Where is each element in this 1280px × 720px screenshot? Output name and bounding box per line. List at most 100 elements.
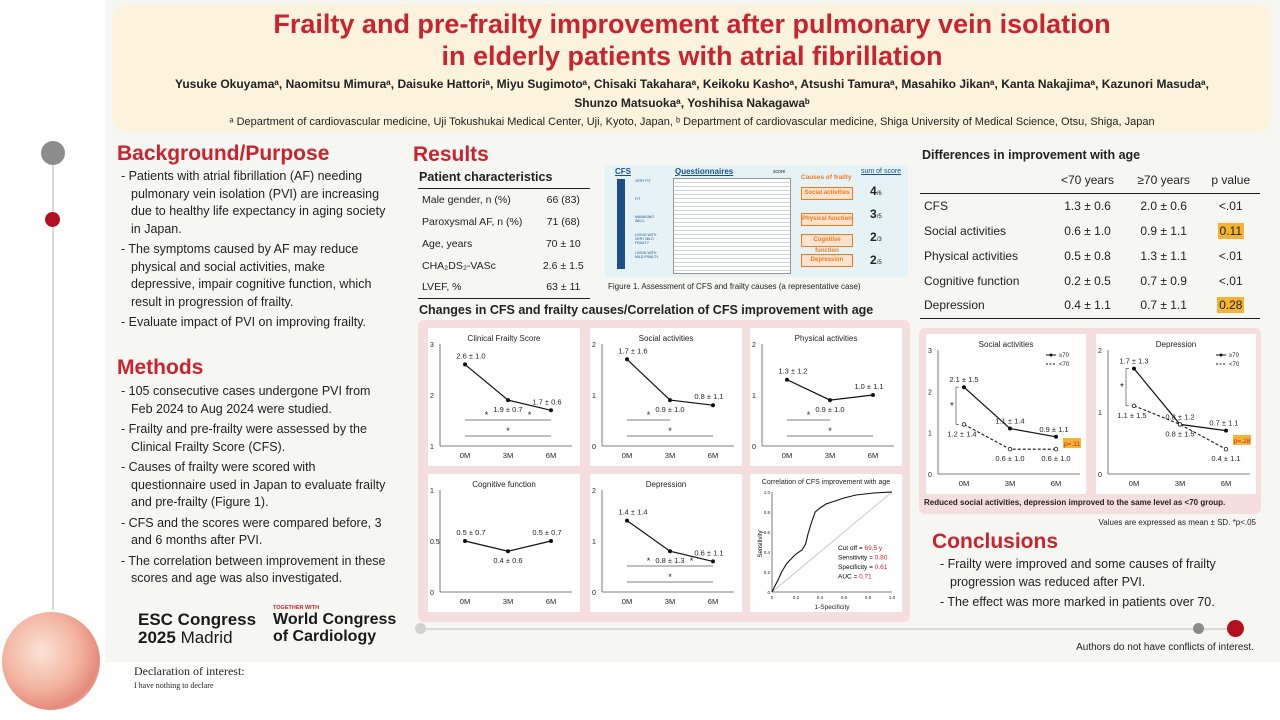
timeline-dot-gray bbox=[41, 141, 65, 165]
y-tick-label: 1 bbox=[592, 539, 596, 546]
data-label: 0.5 ± 0.7 bbox=[532, 528, 561, 537]
legend-marker-ge70 bbox=[1049, 353, 1053, 357]
y-tick-label: 2 bbox=[752, 342, 756, 349]
x-tick-label: 0M bbox=[460, 451, 470, 460]
data-point bbox=[668, 398, 672, 403]
fig1-sum-den: /5 bbox=[876, 214, 882, 220]
data-label-lt70: 0.8 ± 1.5 bbox=[1165, 429, 1194, 438]
chart-panel-svg: Cognitive function 1 0.5 0 0M 3M 6M 0.5 ± 0.7 0.… bbox=[430, 480, 572, 606]
table-cell: 66 (83) bbox=[536, 188, 590, 211]
significance-star: * bbox=[647, 410, 651, 420]
significance-star: * bbox=[647, 556, 651, 566]
differences-title: Differences in improvement with age bbox=[922, 148, 1141, 162]
fig1-cause-box: Physical function bbox=[801, 213, 853, 226]
y-tick-label: 1.0 bbox=[764, 490, 771, 495]
fig1-sum-num: 2 bbox=[870, 230, 877, 244]
y-tick-label: 0 bbox=[592, 444, 596, 451]
esc-city: Madrid bbox=[180, 628, 233, 647]
fig1-level: LIVING WITH VERY MILD FRAILTY bbox=[617, 233, 661, 251]
data-point bbox=[463, 362, 467, 367]
y-tick-label: 0.4 bbox=[764, 550, 771, 555]
wcc-logo: TOGETHER WITH World Congress of Cardiolo… bbox=[273, 605, 396, 645]
y-tick-label: 1 bbox=[430, 488, 434, 495]
significance-star: * bbox=[668, 572, 672, 582]
y-tick-label: 1 bbox=[592, 393, 596, 400]
significance-star: * bbox=[807, 410, 811, 420]
significance-bracket bbox=[1125, 368, 1129, 407]
fig1-sum-num: 4 bbox=[870, 184, 877, 198]
y-tick-label: 0 bbox=[592, 590, 596, 597]
roc-stat-value: 0.71 bbox=[859, 574, 872, 581]
table-cell: LVEF, % bbox=[418, 276, 537, 299]
y-tick-label: 0 bbox=[767, 590, 770, 595]
fig1-level: LIVING WITH MILD FRAILTY bbox=[617, 251, 661, 269]
y-tick-label: 0 bbox=[752, 444, 756, 451]
data-label: 0.9 ± 1.0 bbox=[815, 405, 844, 414]
bottom-dot-gray2 bbox=[1193, 623, 1204, 634]
y-tick-label: 2 bbox=[592, 342, 596, 349]
roc-panel: Correlation of CFS improvement with age 0… bbox=[750, 474, 902, 612]
data-label-lt70: 1.2 ± 1.4 bbox=[947, 429, 976, 438]
p-value: <.01 bbox=[1218, 198, 1243, 213]
data-point bbox=[711, 403, 715, 408]
data-point bbox=[668, 549, 672, 554]
roc-xlabel: 1-Specificity bbox=[814, 604, 850, 611]
title-line-2: in elderly patients with atrial fibrilla… bbox=[441, 41, 943, 71]
data-label-ge70: 0.7 ± 1.1 bbox=[1209, 419, 1238, 428]
esc-logo-line1: ESC Congress bbox=[138, 610, 257, 629]
background-item: - Patients with atrial fibrillation (AF)… bbox=[121, 169, 386, 236]
data-label-ge70: 0.9 ± 1.1 bbox=[1039, 425, 1068, 434]
methods-item: - CFS and the scores were compared befor… bbox=[121, 515, 382, 548]
table-cell: CHA₂DS₂-VASc bbox=[422, 259, 496, 272]
fig1-level: FIT bbox=[617, 197, 661, 215]
chart-title: Depression bbox=[1156, 340, 1196, 349]
data-point-ge70 bbox=[1132, 366, 1136, 371]
data-point bbox=[785, 377, 789, 382]
roc-title: Correlation of CFS improvement with age bbox=[762, 479, 890, 486]
y-tick-label: 0.6 bbox=[764, 530, 771, 535]
p-value-highlight-box bbox=[1063, 438, 1081, 448]
chart-panel: Cognitive function 1 0.5 0 0M 3M 6M 0.5 ± 0.7 0.… bbox=[428, 474, 580, 612]
x-tick-label: 3M bbox=[1175, 479, 1185, 488]
affiliation: ᵃ Department of cardiovascular medicine,… bbox=[229, 116, 1155, 128]
chart-panel-svg: Depression 2 1 0 0M 3M 6M 1.4 ± 1.4 0.8 ± 1.3 0.6… bbox=[592, 480, 734, 606]
fig1-sum-num: 2 bbox=[870, 253, 877, 267]
timeline-dot-red bbox=[45, 212, 60, 227]
conclusions-item: - Frailty were improved and some causes … bbox=[940, 557, 1216, 589]
timeline-line bbox=[52, 150, 54, 610]
legend-label-lt70: <70 bbox=[1059, 362, 1070, 368]
fig1-sum: 2/3 bbox=[870, 230, 882, 244]
conclusions-heading: Conclusions bbox=[932, 530, 1059, 553]
significance-star: * bbox=[528, 410, 532, 420]
bottom-line bbox=[420, 628, 1238, 630]
results-heading: Results bbox=[413, 143, 489, 166]
fig1-cause-box: Depression bbox=[801, 254, 853, 267]
data-point-ge70 bbox=[1008, 426, 1012, 431]
table-cell: Social activities bbox=[924, 223, 1007, 238]
figure-1-caption: Figure 1. Assessment of CFS and frailty … bbox=[608, 282, 861, 291]
y-tick-label: 0.8 bbox=[764, 510, 771, 515]
table-cell: 1.3 ± 1.1 bbox=[1140, 248, 1187, 263]
x-tick-label: 0.6 bbox=[841, 595, 848, 600]
y-tick-label: 0.5 bbox=[430, 539, 440, 546]
bottom-dot-red bbox=[1227, 620, 1244, 637]
table-cell: Age, years bbox=[422, 237, 473, 250]
roc-stat-value: 0.61 bbox=[875, 564, 888, 571]
roc-stat: Cut off = 69.5 y bbox=[838, 545, 883, 552]
fig1-questionnaire-grid bbox=[673, 178, 791, 274]
methods-item: - Frailty and pre-frailty were assessed … bbox=[121, 422, 367, 454]
p-value-highlight: 0.11 bbox=[1217, 222, 1244, 239]
data-point bbox=[506, 549, 510, 554]
chart-title: Social activities bbox=[639, 334, 694, 343]
y-tick-label: 0.2 bbox=[764, 570, 771, 575]
data-point bbox=[828, 398, 832, 403]
table-cell: 0.7 ± 1.1 bbox=[1125, 293, 1202, 319]
x-tick-label: 6M bbox=[546, 451, 556, 460]
wcc-small: TOGETHER WITH bbox=[273, 605, 320, 611]
table-header: p value bbox=[1201, 168, 1260, 194]
background-heading: Background/Purpose bbox=[117, 142, 330, 165]
authors: Yusuke Okuyamaᵃ, Naomitsu Mimuraᵃ, Daisu… bbox=[112, 75, 1272, 113]
table-cell: Male gender, n (%) bbox=[418, 188, 537, 211]
table-cell: 1.3 ± 0.6 bbox=[1064, 198, 1111, 213]
esc-year: 2025 bbox=[138, 628, 176, 647]
